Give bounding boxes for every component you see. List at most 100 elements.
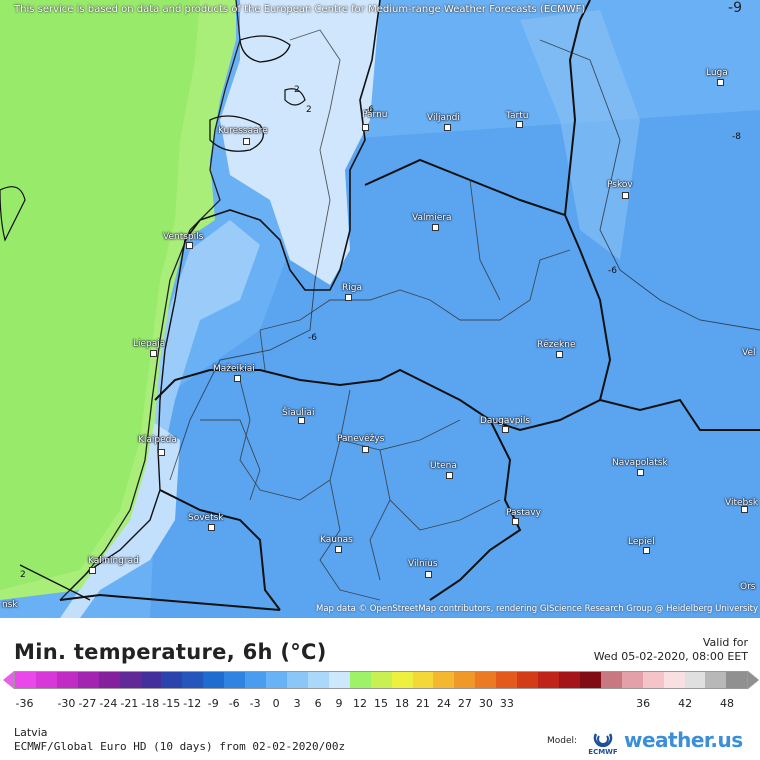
- colorbar-tick-label: 48: [720, 697, 735, 710]
- gulf-of-riga-zone: [220, 0, 380, 285]
- city-label[interactable]: Pärnu: [362, 110, 388, 120]
- ecmwf-attribution: This service is based on data and produc…: [14, 4, 586, 15]
- city-label[interactable]: Kaunas: [320, 535, 353, 545]
- city-marker: [362, 446, 369, 453]
- colorbar-tick-label: 18: [394, 697, 409, 710]
- city-label[interactable]: Pskov: [607, 180, 633, 190]
- city-label[interactable]: nsk: [2, 600, 18, 610]
- city-marker: [362, 124, 369, 131]
- colorbar-tick-label: 30: [478, 697, 493, 710]
- belarus-border-north: [599, 398, 760, 431]
- city-label[interactable]: Mažeikiai: [213, 364, 255, 374]
- colorbar-tick-label: 0: [272, 697, 280, 710]
- colorbar-swatch: [726, 672, 748, 688]
- city-label[interactable]: Vilnius: [408, 559, 438, 569]
- city-label[interactable]: Vitebsk: [725, 498, 759, 508]
- region-borders: [200, 179, 571, 601]
- contour-label: -6: [308, 333, 317, 343]
- city-label[interactable]: Rēzekne: [537, 340, 576, 350]
- city-label[interactable]: Sovetsk: [188, 513, 224, 523]
- colorbar-tick-label: 12: [353, 697, 368, 710]
- colorbar-swatch: [307, 672, 329, 688]
- city-label[interactable]: Valmiera: [412, 213, 452, 223]
- colorbar-tick-label: -36: [15, 697, 34, 710]
- colorbar-tick-label: -15: [162, 697, 181, 710]
- colorbar-swatch: [558, 672, 580, 688]
- map-canvas[interactable]: [0, 0, 760, 618]
- colorbar-swatch: [266, 672, 287, 688]
- contour-label: -6: [365, 105, 374, 115]
- estonia-russia-border: [564, 0, 591, 216]
- lithuania-belarus-border: [429, 419, 522, 601]
- city-label[interactable]: Šiauliai: [282, 408, 315, 418]
- colorbar-swatch: [412, 672, 434, 688]
- colorbar-swatch: [203, 672, 225, 688]
- colorbar-arrow-left: [3, 671, 14, 689]
- city-label[interactable]: Luga: [706, 68, 728, 78]
- city-marker: [208, 524, 215, 531]
- corner-value: -9: [728, 0, 742, 16]
- cold-band: [520, 10, 640, 260]
- city-marker: [425, 571, 432, 578]
- city-label[interactable]: Liepaja: [133, 339, 166, 349]
- city-label[interactable]: Utena: [430, 461, 457, 471]
- city-label[interactable]: Viljandi: [427, 113, 460, 123]
- city-marker: [637, 469, 644, 476]
- city-marker: [502, 426, 509, 433]
- saaremaa-outline: [209, 115, 264, 152]
- latvia-border: [154, 158, 612, 432]
- model-label: Model:: [547, 736, 578, 746]
- city-marker: [432, 224, 439, 231]
- city-label[interactable]: Klaipeda: [138, 435, 177, 445]
- colorbar-swatch: [517, 672, 539, 688]
- city-label[interactable]: Ventspils: [163, 232, 204, 242]
- kaliningrad-border: [159, 489, 281, 611]
- colorbar-swatch: [538, 672, 559, 688]
- colorbar-tick-label: 6: [314, 697, 322, 710]
- city-label[interactable]: Tartu: [506, 111, 529, 121]
- city-label[interactable]: Panevėžys: [337, 434, 385, 444]
- model-info: ECMWF/Global Euro HD (10 days) from 02-0…: [14, 740, 346, 753]
- city-label[interactable]: Riga: [342, 283, 362, 293]
- city-label[interactable]: Lepiel: [628, 537, 655, 547]
- city-label[interactable]: Kaliningrad: [88, 556, 139, 566]
- city-label[interactable]: Daugavpils: [480, 416, 531, 426]
- city-label[interactable]: Ors: [740, 582, 756, 592]
- colorbar-swatch: [15, 672, 36, 688]
- contour-minus6-east: [539, 39, 760, 331]
- city-label[interactable]: Vel: [742, 348, 756, 358]
- colorbar-swatch: [496, 672, 518, 688]
- ecmwf-logo[interactable]: ECMWF: [584, 730, 622, 756]
- map-title: Min. temperature, 6h (°C): [14, 640, 327, 664]
- colorbar-swatch: [35, 672, 57, 688]
- city-marker: [234, 375, 241, 382]
- region-name: Latvia: [14, 726, 48, 739]
- coastal-zone-south: [60, 420, 180, 618]
- colorbar-swatch: [600, 672, 622, 688]
- colorbar-tick-label: -12: [183, 697, 202, 710]
- city-marker: [516, 121, 523, 128]
- city-marker: [556, 351, 563, 358]
- colorbar-tick-label: 9: [335, 697, 343, 710]
- city-label[interactable]: Kuressaare: [218, 126, 268, 136]
- colorbar-swatch: [98, 672, 120, 688]
- ecmwf-text: ECMWF: [588, 748, 618, 756]
- city-marker: [158, 449, 165, 456]
- contour-2: [59, 0, 241, 601]
- city-marker: [446, 472, 453, 479]
- weatherus-logo[interactable]: weather.us: [624, 728, 743, 752]
- colorbar-swatch: [182, 672, 204, 688]
- city-marker: [643, 547, 650, 554]
- city-marker: [89, 567, 96, 574]
- colorbar-swatch: [475, 672, 497, 688]
- colorbar-swatch: [391, 672, 413, 688]
- city-label[interactable]: Pastavy: [506, 508, 541, 518]
- contour-label: -8: [732, 132, 741, 142]
- city-label[interactable]: Navapolatsk: [612, 458, 668, 468]
- colorbar-swatch: [684, 672, 706, 688]
- colorbar-tick-label: 42: [678, 697, 693, 710]
- city-marker: [622, 192, 629, 199]
- city-marker: [717, 79, 724, 86]
- temperature-map[interactable]: This service is based on data and produc…: [0, 0, 760, 618]
- contour-label: 2: [20, 570, 26, 580]
